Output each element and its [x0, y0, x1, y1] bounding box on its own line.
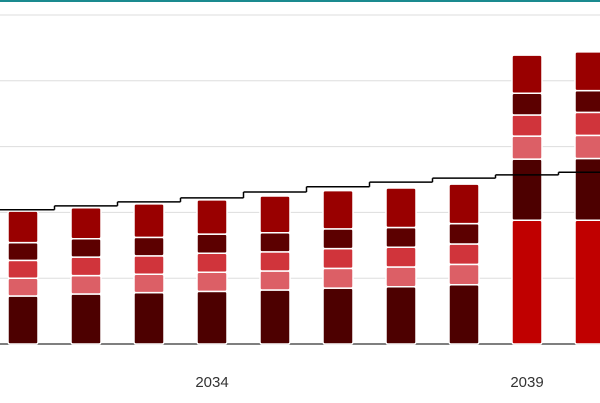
bar-segment: [70, 274, 102, 295]
bar-segment: [511, 92, 543, 116]
bar-segment: [385, 226, 417, 249]
bar-segment: [385, 286, 417, 345]
bar-segment: [322, 247, 354, 270]
top-border: [0, 0, 600, 2]
bar-segment: [448, 183, 480, 225]
bar-segment: [574, 219, 600, 345]
bar-segment: [196, 271, 228, 293]
bar-segment: [259, 289, 291, 345]
bar-segment: [448, 243, 480, 266]
bar-segment: [385, 246, 417, 268]
bar-segment: [511, 158, 543, 222]
bar-segment: [574, 157, 600, 222]
bar-segment: [574, 134, 600, 160]
bar-segment: [70, 256, 102, 277]
x-tick-label: 2039: [510, 374, 543, 391]
bar-segment: [259, 251, 291, 272]
bar-segment: [133, 255, 165, 276]
bar-segment: [133, 291, 165, 345]
bar-segment: [322, 189, 354, 230]
bar-segment: [574, 89, 600, 114]
bar-segment: [7, 210, 39, 244]
bar-segment: [511, 135, 543, 160]
bar-segment: [448, 284, 480, 345]
bar-segment: [7, 295, 39, 345]
bar-segment: [448, 222, 480, 245]
bar-segment: [574, 111, 600, 137]
bar-segment: [7, 241, 39, 262]
bar-segment: [196, 233, 228, 254]
bar-segment: [385, 187, 417, 229]
bar-segment: [448, 263, 480, 286]
bar-segment: [70, 293, 102, 345]
bar-segment: [133, 203, 165, 239]
bar-segment: [133, 236, 165, 257]
bar-segment: [259, 270, 291, 291]
bar-segment: [70, 207, 102, 240]
bar-segment: [196, 290, 228, 345]
bar-segment: [322, 228, 354, 250]
bar-segment: [511, 54, 543, 95]
bar-segment: [385, 266, 417, 288]
bar-segment: [133, 273, 165, 294]
bar-segment: [196, 252, 228, 274]
bar-segment: [70, 237, 102, 258]
bar-segment: [196, 199, 228, 235]
bar-segment: [7, 259, 39, 279]
bar-segment: [322, 267, 354, 289]
bar-segment: [7, 277, 39, 297]
bar-segment: [322, 287, 354, 345]
x-tick-label: 2034: [195, 374, 228, 391]
bar-segment: [259, 195, 291, 234]
bar-segment: [574, 51, 600, 92]
bar-segment: [511, 219, 543, 345]
bar-segment: [511, 114, 543, 137]
bar-segment: [259, 232, 291, 253]
